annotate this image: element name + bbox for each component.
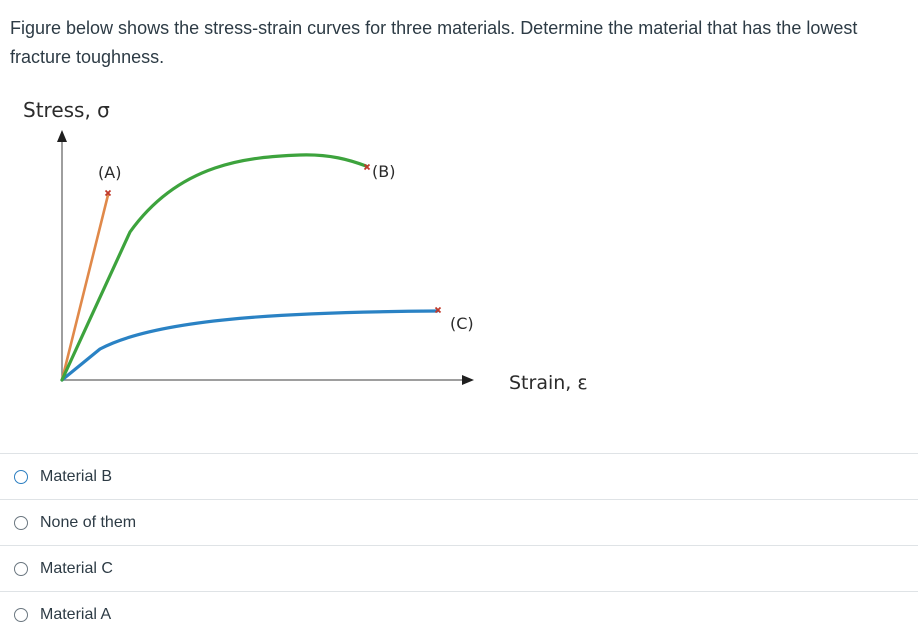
- fracture-marker-a: [104, 189, 112, 197]
- answer-option-material-c[interactable]: Material C: [0, 545, 918, 591]
- answer-label: Material C: [40, 559, 113, 577]
- answer-label: None of them: [40, 513, 137, 531]
- curve-b: [60, 153, 368, 382]
- curve-c: [60, 309, 439, 382]
- answer-option-material-b[interactable]: Material B: [0, 453, 918, 499]
- answer-label: Material B: [40, 467, 113, 485]
- question-text: Figure below shows the stress-strain cur…: [10, 18, 858, 67]
- curve-c-label: (C): [450, 314, 474, 333]
- fracture-marker-b: [363, 163, 371, 171]
- stress-strain-figure: Stress, σ (A) (B) (C): [0, 92, 640, 412]
- answer-label: Material A: [40, 605, 112, 623]
- y-axis-arrow: [57, 130, 67, 142]
- curve-a: [60, 193, 110, 382]
- radio-button-icon[interactable]: [14, 469, 28, 484]
- radio-button-icon[interactable]: [14, 607, 28, 622]
- answer-list: Material B None of them Material C Mater…: [0, 453, 918, 637]
- y-axis-label: Stress, σ: [23, 98, 110, 122]
- axes: [57, 130, 474, 385]
- curve-b-label: (B): [372, 162, 395, 181]
- x-axis-label: Strain, ε: [509, 372, 588, 394]
- fracture-marker-c: [434, 306, 442, 314]
- answer-option-material-a[interactable]: Material A: [0, 591, 918, 637]
- radio-button-icon[interactable]: [14, 515, 28, 530]
- answer-option-none-of-them[interactable]: None of them: [0, 499, 918, 545]
- radio-button-icon[interactable]: [14, 561, 28, 576]
- curve-a-label: (A): [98, 163, 121, 182]
- x-axis-arrow: [462, 375, 474, 385]
